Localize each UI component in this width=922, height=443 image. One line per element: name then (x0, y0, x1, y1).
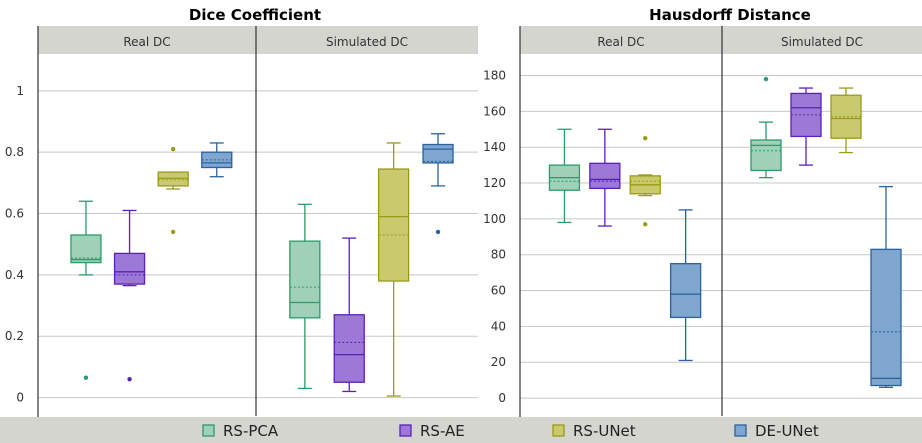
facet-strip (256, 26, 478, 54)
legend-swatch (399, 424, 412, 437)
box-iqr (333, 314, 365, 383)
facet-strip (38, 26, 256, 54)
box-rs-pca (548, 128, 581, 224)
box-rs-ae (333, 237, 365, 393)
box-rs-pca (70, 200, 102, 380)
legend-swatch (552, 424, 565, 437)
facet-label: Real DC (597, 35, 644, 49)
outlier-point (127, 376, 132, 382)
y-tick-label: 140 (483, 140, 506, 154)
dice-coefficient-panel: Dice Coefficient Real DC Simulated DC 0 0.2 0… (5, 6, 478, 442)
hausdorff-distance-panel: Hausdorff Distance Real DC Simulated DC 0 20… (483, 6, 922, 442)
legend-label: RS-UNet (573, 422, 636, 440)
y-tick-label: 160 (483, 104, 506, 118)
box-iqr (289, 240, 321, 319)
legend-label: DE-UNet (755, 422, 819, 440)
legend-item-rs-ae: RS-AE (399, 422, 465, 440)
y-tick-label: 0.4 (5, 268, 24, 282)
outlier-point (170, 146, 176, 152)
facet-label: Simulated DC (781, 35, 863, 49)
y-tick-label: 0 (16, 391, 24, 405)
box-rs-pca (289, 203, 321, 390)
box-de-unet (669, 209, 702, 362)
box-rs-ae (113, 209, 146, 382)
box-rs-unet (629, 136, 661, 227)
y-tick-label: 100 (483, 212, 506, 226)
legend-background (0, 417, 922, 443)
outlier-point (83, 375, 89, 380)
box-rs-ae (790, 87, 822, 166)
box-rs-pca (750, 76, 782, 179)
outlier-point (763, 76, 769, 82)
facet-strip (520, 26, 722, 54)
box-iqr (870, 248, 902, 387)
outlier-point (170, 229, 176, 235)
box-de-unet (422, 133, 454, 235)
legend-item-rs-unet: RS-UNet (552, 422, 636, 440)
facet-strip (722, 26, 922, 54)
box-iqr (750, 139, 782, 172)
legend: RS-PCA RS-AE RS-UNet DE-UNet (0, 417, 922, 443)
legend-item-de-unet: DE-UNet (734, 422, 819, 440)
y-tick-label: 40 (491, 319, 506, 333)
facet-label: Simulated DC (326, 35, 408, 49)
legend-swatch (734, 424, 747, 437)
box-iqr (669, 263, 702, 319)
y-tick-label: 0.6 (5, 207, 24, 221)
box-rs-ae (589, 128, 621, 227)
outlier-point (643, 136, 648, 141)
y-tick-label: 0.2 (5, 329, 24, 343)
box-iqr (157, 171, 189, 187)
box-iqr (113, 252, 146, 285)
box-iqr (422, 143, 454, 164)
y-tick-label: 1 (16, 84, 24, 98)
y-tick-label: 0.8 (5, 145, 24, 159)
legend-swatch (202, 424, 215, 437)
facet-label: Real DC (123, 35, 170, 49)
chart-title: Dice Coefficient (189, 6, 321, 24)
box-iqr (589, 162, 621, 190)
legend-item-rs-pca: RS-PCA (202, 422, 279, 440)
box-rs-unet (377, 142, 410, 397)
y-tick-label: 60 (491, 284, 506, 298)
y-tick-label: 180 (483, 69, 506, 83)
chart-title: Hausdorff Distance (649, 6, 811, 24)
y-tick-label: 0 (498, 391, 506, 405)
y-tick-label: 20 (491, 355, 506, 369)
outlier-point (643, 222, 648, 227)
box-de-unet (201, 142, 233, 178)
legend-label: RS-AE (420, 422, 465, 440)
box-iqr (377, 168, 410, 282)
y-tick-label: 80 (491, 248, 506, 262)
legend-label: RS-PCA (223, 422, 279, 440)
y-tick-label: 120 (483, 176, 506, 190)
box-rs-unet (830, 87, 862, 154)
box-de-unet (870, 185, 902, 388)
outlier-point (435, 229, 441, 235)
box-rs-unet (157, 146, 189, 235)
